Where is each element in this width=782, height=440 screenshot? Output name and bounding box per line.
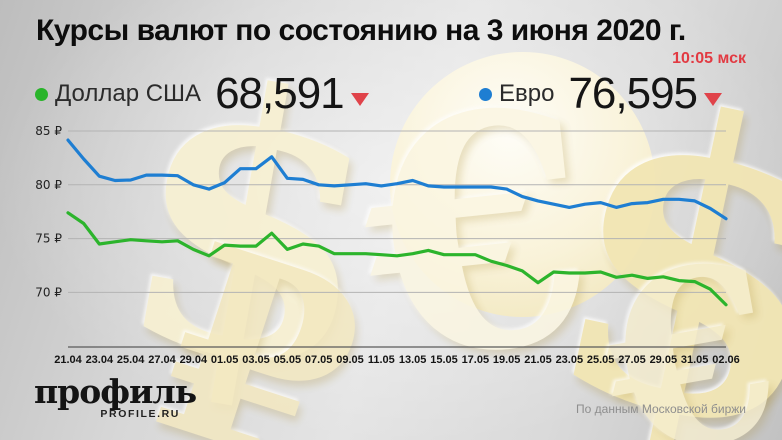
page-title: Курсы валют по состоянию на 3 июня 2020 … bbox=[36, 14, 686, 47]
svg-text:13.05: 13.05 bbox=[399, 354, 427, 366]
eur-dot-icon bbox=[479, 87, 492, 101]
svg-text:21.04: 21.04 bbox=[54, 354, 82, 366]
svg-text:25.04: 25.04 bbox=[117, 354, 145, 366]
logo-domain: PROFILE.RU bbox=[100, 408, 180, 420]
legend-usd: Доллар США 68,591 bbox=[35, 70, 369, 118]
svg-text:01.05: 01.05 bbox=[211, 354, 239, 366]
usd-dot-icon bbox=[35, 87, 48, 101]
svg-text:15.05: 15.05 bbox=[430, 354, 458, 366]
svg-text:21.05: 21.05 bbox=[524, 354, 552, 366]
svg-text:31.05: 31.05 bbox=[681, 354, 709, 366]
svg-text:70 ₽: 70 ₽ bbox=[35, 285, 62, 299]
svg-text:02.06: 02.06 bbox=[712, 354, 740, 366]
legend-eur: Евро 76,595 bbox=[479, 69, 723, 118]
eur-trend-down-icon bbox=[704, 92, 723, 106]
svg-text:25.05: 25.05 bbox=[587, 354, 615, 366]
svg-text:27.05: 27.05 bbox=[618, 354, 646, 366]
usd-label: Доллар США bbox=[55, 80, 202, 107]
data-source-note: По данным Московской биржи bbox=[576, 402, 746, 416]
usd-value: 68,591 bbox=[215, 69, 345, 118]
svg-text:27.04: 27.04 bbox=[148, 354, 176, 366]
svg-text:09.05: 09.05 bbox=[336, 354, 364, 366]
logo-wordmark: профиль bbox=[34, 371, 197, 411]
svg-text:29.04: 29.04 bbox=[180, 354, 208, 366]
svg-text:05.05: 05.05 bbox=[274, 354, 302, 366]
timestamp: 10:05 мск bbox=[672, 50, 746, 67]
svg-text:23.05: 23.05 bbox=[556, 354, 584, 366]
svg-text:29.05: 29.05 bbox=[650, 354, 678, 366]
usd-trend-down-icon bbox=[350, 92, 369, 106]
svg-text:07.05: 07.05 bbox=[305, 354, 333, 366]
svg-text:19.05: 19.05 bbox=[493, 354, 521, 366]
svg-text:17.05: 17.05 bbox=[462, 354, 490, 366]
profile-logo: профиль PROFILE.RU bbox=[34, 371, 197, 420]
svg-text:80 ₽: 80 ₽ bbox=[35, 178, 62, 192]
svg-text:11.05: 11.05 bbox=[368, 354, 395, 366]
svg-text:85 ₽: 85 ₽ bbox=[35, 124, 62, 138]
svg-text:23.04: 23.04 bbox=[86, 354, 114, 366]
eur-label: Евро bbox=[499, 80, 555, 107]
svg-text:03.05: 03.05 bbox=[242, 354, 270, 366]
eur-value: 76,595 bbox=[568, 69, 698, 118]
svg-text:75 ₽: 75 ₽ bbox=[35, 232, 62, 246]
